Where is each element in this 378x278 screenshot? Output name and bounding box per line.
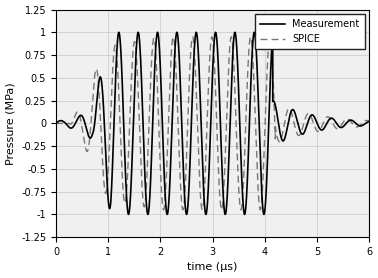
Legend: Measurement, SPICE: Measurement, SPICE	[256, 14, 364, 49]
SPICE	[100, 158, 105, 161]
Measurement	[244, 195, 249, 198]
Line: SPICE: SPICE	[56, 37, 369, 210]
SPICE	[218, 206, 223, 209]
SPICE	[367, 120, 372, 123]
Measurement	[70, 126, 75, 129]
Measurement	[367, 120, 372, 123]
Measurement	[218, 136, 223, 139]
Measurement	[135, 37, 139, 40]
Y-axis label: Pressure (MPa): Pressure (MPa)	[6, 82, 15, 165]
X-axis label: time (μs): time (μs)	[187, 262, 238, 272]
SPICE	[54, 122, 58, 125]
SPICE	[244, 100, 249, 103]
Measurement	[54, 122, 58, 125]
SPICE	[70, 120, 75, 124]
Measurement	[223, 213, 228, 216]
SPICE	[248, 35, 253, 39]
Measurement	[214, 34, 219, 38]
SPICE	[135, 65, 139, 69]
Measurement	[100, 89, 105, 93]
SPICE	[214, 112, 219, 116]
Line: Measurement: Measurement	[56, 32, 369, 214]
SPICE	[219, 208, 224, 212]
Measurement	[252, 31, 257, 34]
